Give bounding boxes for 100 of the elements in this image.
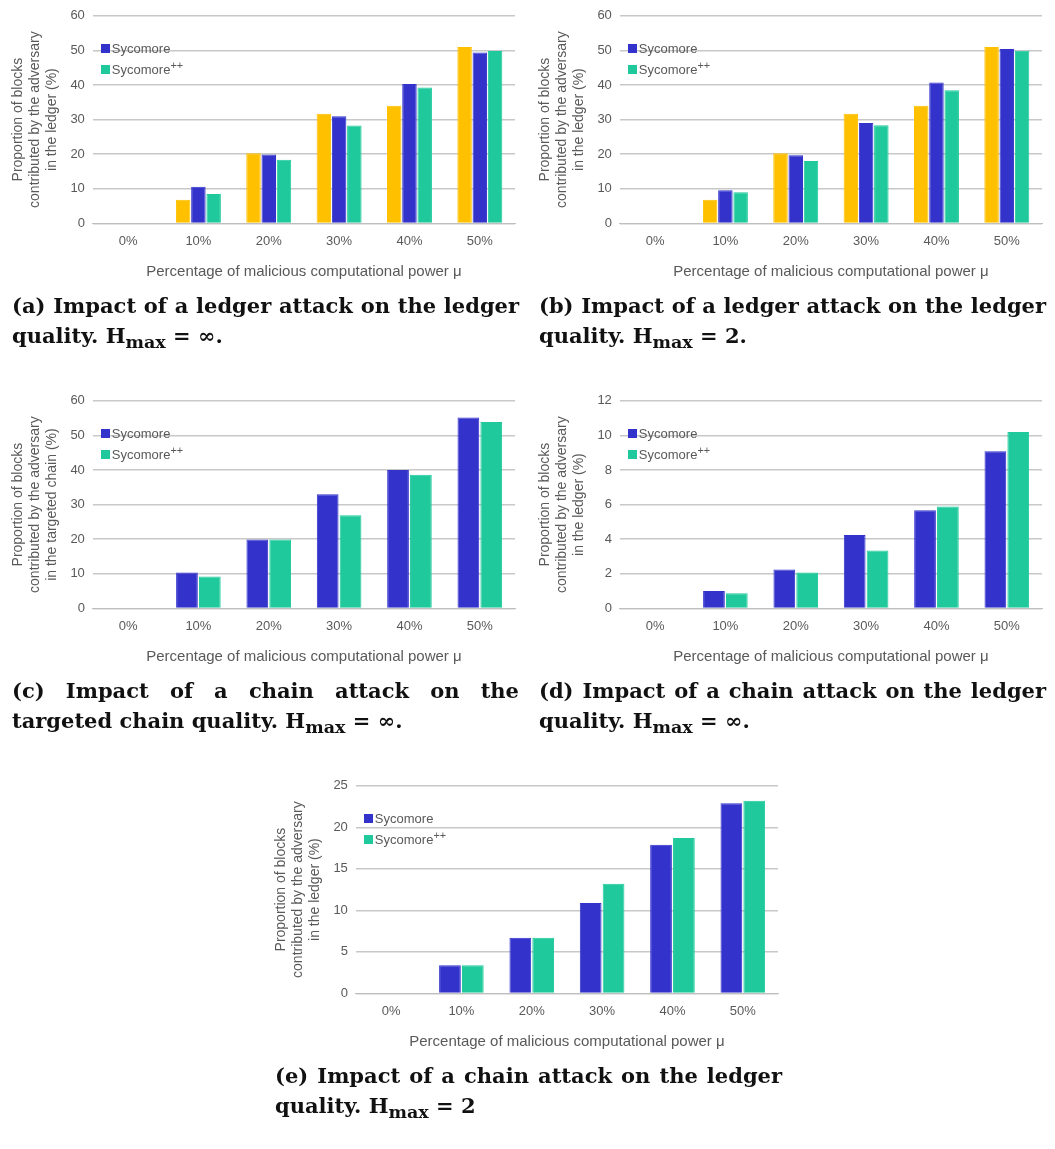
- bar: [386, 105, 402, 223]
- bar: [387, 470, 409, 608]
- bar: [702, 199, 718, 223]
- y-tick-label: 0: [340, 984, 348, 1000]
- x-tick-label: 20%: [255, 232, 283, 248]
- y-tick-label: 10: [597, 180, 612, 196]
- y-tick-label: 30: [597, 111, 612, 127]
- bar: [788, 155, 803, 223]
- legend-label: Sycomore$^{++}$: [110, 58, 184, 79]
- x-tick-label: 20%: [782, 232, 810, 248]
- x-tick-label: 10%: [185, 232, 212, 248]
- x-tick-label: 20%: [255, 617, 283, 633]
- x-tick-label: 0%: [645, 617, 665, 633]
- y-tick-label: 6: [604, 496, 612, 512]
- y-tick-label: 50: [70, 426, 85, 442]
- bar: [673, 838, 695, 993]
- y-tick-label: 0: [77, 599, 85, 615]
- bar: [316, 494, 339, 608]
- bar: [913, 105, 929, 223]
- x-tick-label: 10%: [712, 617, 739, 633]
- x-axis-title: Percentage of malicious computational power μ: [673, 647, 989, 665]
- bar: [439, 965, 461, 993]
- y-tick-label: 2: [604, 565, 612, 581]
- x-tick-label: 50%: [466, 617, 494, 633]
- legend-label: Sycomore: [373, 811, 435, 827]
- y-tick-label: 20: [70, 530, 85, 546]
- x-tick-label: 40%: [396, 232, 423, 248]
- x-tick-label: 30%: [326, 232, 353, 248]
- legend-label: Sycomore: [110, 41, 172, 57]
- y-tick-label: 60: [597, 7, 612, 23]
- bar: [650, 844, 672, 993]
- x-tick-label: 50%: [993, 232, 1021, 248]
- y-tick-label: 60: [70, 7, 85, 23]
- x-tick-label: 30%: [853, 232, 880, 248]
- bar: [316, 113, 332, 223]
- bar: [733, 192, 748, 223]
- bar: [843, 113, 859, 223]
- bar: [866, 550, 889, 608]
- bar: [198, 576, 221, 608]
- y-tick-label: 0: [604, 214, 612, 230]
- y-tick-label: 10: [70, 565, 85, 581]
- bar: [773, 153, 788, 223]
- text: (a) Impact of a ledger attack on the ledger quality. H$_{max}$ = ∞.: [12, 292, 519, 355]
- x-tick-label: 20%: [782, 617, 810, 633]
- y-tick-label: 12: [597, 392, 612, 408]
- bar: [937, 506, 959, 608]
- x-tick-label: 0%: [381, 1002, 401, 1018]
- x-tick-label: 40%: [923, 232, 950, 248]
- x-axis-title: Percentage of malicious computational power μ: [409, 1032, 725, 1050]
- bar: [743, 800, 766, 993]
- bar: [858, 123, 874, 223]
- bar: [417, 87, 432, 223]
- text: (c) Impact of a chain attack on the targeted chain quality. H$_{max}$ = ∞.: [12, 677, 519, 740]
- x-axis-title: Percentage of malicious computational power μ: [146, 262, 462, 280]
- bar: [402, 83, 417, 223]
- x-tick-label: 10%: [448, 1002, 475, 1018]
- bar: [410, 474, 432, 608]
- x-axis-title: Percentage of malicious computational power μ: [673, 262, 989, 280]
- bar: [191, 186, 206, 223]
- bar: [773, 569, 796, 608]
- x-tick-label: 40%: [396, 617, 423, 633]
- bar: [796, 572, 819, 608]
- bar: [175, 199, 191, 223]
- y-tick-label: 50: [70, 41, 85, 57]
- x-tick-label: 10%: [185, 617, 212, 633]
- bar: [176, 572, 198, 608]
- text: (e) Impact of a chain attack on the ledger quality. H$_{max}$ = 2: [275, 1062, 782, 1125]
- bar: [331, 116, 347, 223]
- bar: [509, 937, 532, 993]
- x-tick-label: 0%: [118, 232, 138, 248]
- y-tick-label: 8: [604, 461, 612, 477]
- bar: [1014, 50, 1030, 223]
- y-tick-label: 30: [70, 496, 85, 512]
- y-tick-label: 40: [597, 76, 612, 92]
- bar: [461, 965, 484, 993]
- y-axis-title: Proportion of blocks contributed by the adversary in the ledger (%): [272, 801, 322, 978]
- bar: [261, 154, 276, 223]
- bar: [347, 125, 362, 223]
- bar: [703, 591, 725, 608]
- x-tick-label: 50%: [466, 232, 494, 248]
- bar: [720, 803, 743, 993]
- bar: [602, 883, 625, 993]
- y-tick-label: 60: [70, 392, 85, 408]
- y-tick-label: 20: [597, 145, 612, 161]
- x-tick-label: 30%: [326, 617, 353, 633]
- bar: [1007, 431, 1030, 608]
- y-tick-label: 20: [70, 145, 85, 161]
- y-tick-label: 30: [70, 111, 85, 127]
- bar: [532, 937, 555, 993]
- legend-label: Sycomore$^{++}$: [637, 443, 711, 464]
- bar: [487, 51, 503, 223]
- bar: [457, 46, 472, 223]
- x-tick-label: 10%: [712, 232, 739, 248]
- y-tick-label: 15: [333, 860, 348, 876]
- text: (d) Impact of a chain attack on the ledger quality. H$_{max}$ = ∞.: [539, 677, 1046, 740]
- legend-label: Sycomore$^{++}$: [373, 828, 447, 849]
- legend-label: Sycomore$^{++}$: [637, 58, 711, 79]
- bar: [269, 539, 292, 608]
- y-axis-title: Proportion of blocks contributed by the adversary in the ledger (%): [536, 416, 586, 593]
- y-tick-label: 10: [597, 426, 612, 442]
